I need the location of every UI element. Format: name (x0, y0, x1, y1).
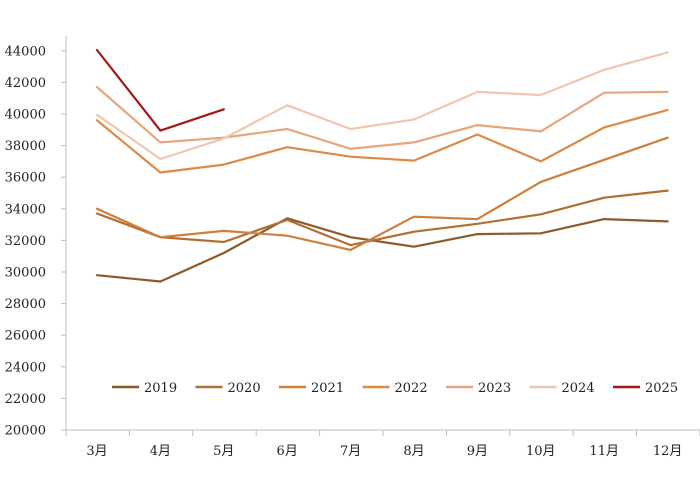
y-tick-label: 36000 (5, 171, 46, 186)
legend-label-2022: 2022 (395, 381, 428, 396)
series-line-2019 (95, 217, 669, 283)
y-tick-label: 42000 (5, 76, 46, 91)
x-tick-label: 8月 (403, 444, 424, 459)
y-tick-label: 28000 (5, 297, 46, 312)
x-tick-label: 6月 (277, 444, 298, 459)
legend-label-2025: 2025 (645, 381, 678, 396)
x-tick-label: 10月 (526, 444, 556, 459)
x-tick-label: 4月 (150, 444, 171, 459)
x-tick-label: 5月 (213, 444, 234, 459)
y-tick-label: 34000 (5, 202, 46, 217)
y-tick-label: 30000 (5, 266, 46, 281)
y-tick-label: 20000 (5, 424, 46, 439)
x-tick-label: 11月 (589, 444, 619, 459)
x-tick-label: 9月 (467, 444, 488, 459)
series-lines (95, 48, 669, 283)
y-tick-label: 40000 (5, 108, 46, 123)
y-tick-label: 38000 (5, 139, 46, 154)
series-line-2025 (95, 48, 225, 132)
legend-label-2021: 2021 (311, 381, 344, 396)
legend: 2019 2020 2021 2022 2023 2024 2025 (112, 381, 678, 396)
series-line-2021 (95, 136, 669, 251)
legend-label-2019: 2019 (144, 381, 177, 396)
legend-label-2020: 2020 (228, 381, 261, 396)
y-axis-ticks: 20000 22000 24000 26000 28000 30000 32000 34000… (5, 44, 66, 439)
x-tick-label: 3月 (86, 444, 107, 459)
y-tick-label: 26000 (5, 329, 46, 344)
y-tick-label: 32000 (5, 234, 46, 249)
x-axis-ticks: 3月 4月 5月 6月 7月 8月 9月 10月 11月 12月 (65, 430, 700, 459)
series-line-2024 (95, 51, 669, 161)
series-line-2020 (95, 189, 669, 247)
legend-label-2023: 2023 (478, 381, 511, 396)
y-tick-label: 22000 (5, 392, 46, 407)
y-tick-label: 44000 (5, 44, 46, 59)
series-line-2023 (95, 85, 669, 150)
y-tick-label: 24000 (5, 360, 46, 375)
x-tick-label: 7月 (340, 444, 361, 459)
legend-label-2024: 2024 (562, 381, 595, 396)
x-tick-label: 12月 (653, 444, 683, 459)
series-line-2022 (95, 108, 669, 174)
